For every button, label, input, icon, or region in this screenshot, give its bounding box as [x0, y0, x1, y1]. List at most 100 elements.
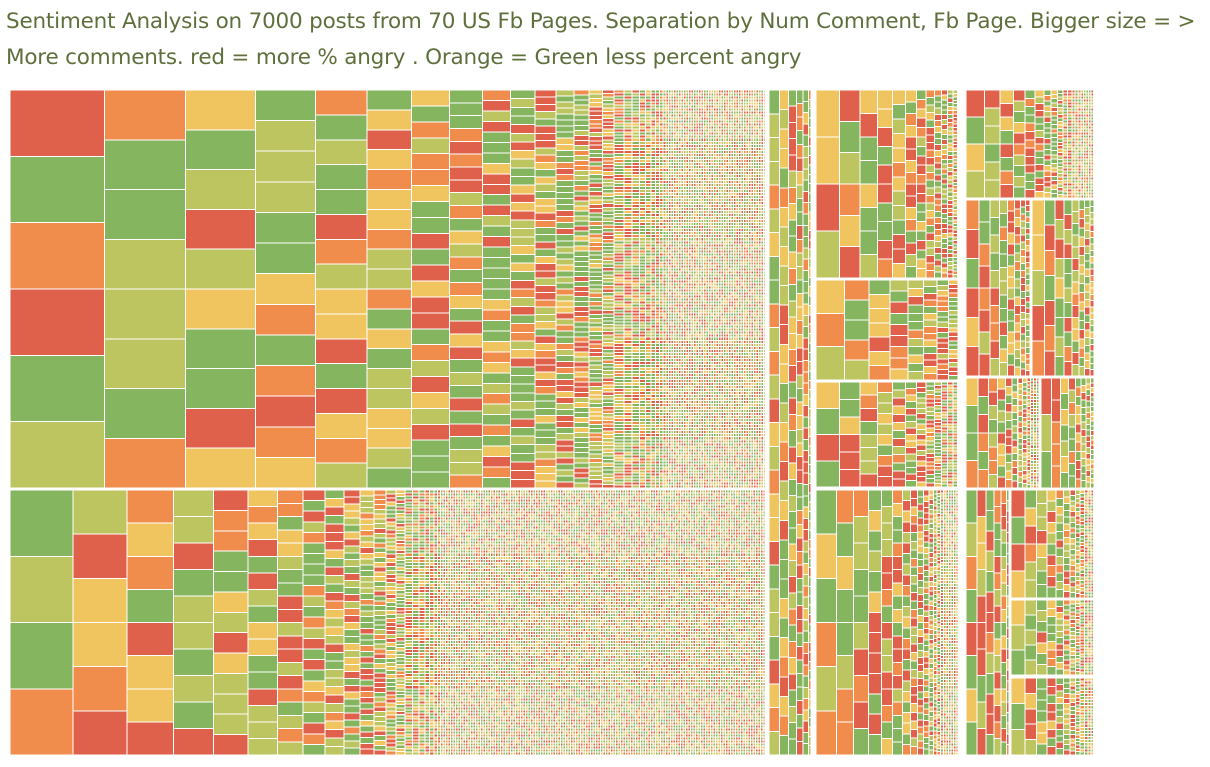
treemap-cell[interactable]	[573, 230, 590, 237]
treemap-cell[interactable]	[449, 102, 483, 117]
treemap-cell[interactable]	[588, 318, 603, 324]
treemap-cell[interactable]	[573, 356, 590, 363]
treemap-cell[interactable]	[449, 320, 483, 335]
treemap-cell[interactable]	[534, 357, 557, 366]
treemap-cell[interactable]	[534, 284, 557, 294]
treemap-cell[interactable]	[103, 189, 187, 240]
treemap-cell[interactable]	[254, 334, 316, 367]
treemap-cell[interactable]	[588, 114, 603, 121]
treemap-cell[interactable]	[534, 386, 557, 395]
treemap-cell[interactable]	[534, 176, 557, 185]
treemap-cell[interactable]	[449, 205, 483, 219]
treemap-cell[interactable]	[510, 288, 536, 299]
treemap-cell[interactable]	[588, 102, 603, 108]
treemap-cell[interactable]	[555, 300, 575, 308]
treemap-cell[interactable]	[555, 391, 575, 399]
treemap-cell[interactable]	[588, 360, 603, 366]
treemap-cell[interactable]	[588, 364, 603, 370]
treemap-cell[interactable]	[10, 354, 105, 423]
treemap-cell[interactable]	[449, 179, 483, 194]
treemap-cell[interactable]	[588, 216, 603, 222]
treemap-cell[interactable]	[481, 372, 512, 384]
treemap-cell[interactable]	[602, 348, 615, 354]
treemap-cell[interactable]	[588, 161, 603, 167]
treemap-cell[interactable]	[481, 477, 512, 489]
treemap-cell[interactable]	[602, 366, 615, 372]
treemap-cell[interactable]	[534, 350, 557, 359]
treemap-cell[interactable]	[314, 90, 368, 116]
treemap-cell[interactable]	[555, 173, 575, 181]
treemap-cell[interactable]	[481, 246, 512, 259]
treemap-cell[interactable]	[481, 298, 512, 311]
treemap-cell[interactable]	[573, 452, 590, 459]
treemap-cell[interactable]	[410, 169, 451, 187]
treemap-cell[interactable]	[10, 222, 105, 290]
treemap-cell[interactable]	[602, 210, 615, 215]
treemap-cell[interactable]	[185, 169, 256, 210]
treemap-cell[interactable]	[588, 153, 603, 159]
treemap-cell[interactable]	[366, 228, 412, 250]
treemap-cell[interactable]	[573, 381, 590, 388]
treemap-cell[interactable]	[449, 128, 483, 142]
treemap-cell[interactable]	[573, 170, 590, 177]
treemap-cell[interactable]	[602, 174, 615, 180]
treemap-cell[interactable]	[602, 377, 615, 382]
treemap-cell[interactable]	[449, 153, 483, 168]
treemap-cell[interactable]	[534, 226, 557, 236]
treemap-cell[interactable]	[449, 448, 483, 463]
treemap-cell[interactable]	[534, 96, 557, 105]
treemap-cell[interactable]	[602, 260, 615, 265]
treemap-cell[interactable]	[602, 341, 615, 347]
treemap-cell[interactable]	[602, 121, 615, 127]
treemap-cell[interactable]	[449, 410, 483, 425]
treemap-cell[interactable]	[254, 181, 316, 213]
treemap-cell[interactable]	[314, 189, 368, 215]
treemap-cell[interactable]	[573, 94, 590, 101]
treemap-cell[interactable]	[602, 388, 615, 393]
treemap-cell[interactable]	[510, 98, 536, 108]
treemap-cell[interactable]	[410, 248, 451, 266]
treemap-cell[interactable]	[254, 456, 316, 489]
treemap-cell[interactable]	[588, 440, 603, 447]
treemap-cell[interactable]	[510, 349, 536, 359]
treemap-cell[interactable]	[510, 470, 536, 480]
treemap-cell[interactable]	[602, 220, 615, 226]
treemap-cell[interactable]	[602, 245, 615, 251]
treemap-cell[interactable]	[555, 439, 575, 447]
treemap-cell[interactable]	[588, 263, 603, 269]
treemap-cell[interactable]	[602, 153, 615, 159]
treemap-cell[interactable]	[410, 391, 451, 409]
treemap-cell[interactable]	[573, 205, 590, 212]
treemap-cell[interactable]	[449, 230, 483, 245]
treemap-cell[interactable]	[602, 252, 615, 258]
treemap-cell[interactable]	[510, 115, 536, 126]
treemap-cell[interactable]	[314, 437, 368, 464]
treemap-cell[interactable]	[555, 167, 575, 175]
treemap-cell[interactable]	[103, 388, 187, 439]
treemap-cell[interactable]	[588, 356, 603, 362]
treemap-cell[interactable]	[510, 158, 536, 169]
treemap-cell[interactable]	[602, 462, 615, 468]
treemap-cell[interactable]	[555, 403, 575, 411]
treemap-cell[interactable]	[573, 285, 590, 293]
treemap-cell[interactable]	[573, 467, 590, 474]
treemap-cell[interactable]	[573, 437, 590, 444]
treemap-cell[interactable]	[588, 148, 603, 155]
treemap-cell[interactable]	[602, 480, 615, 485]
treemap-cell[interactable]	[555, 222, 575, 230]
treemap-cell[interactable]	[449, 140, 483, 155]
treemap-cell[interactable]	[573, 200, 590, 207]
treemap-cell[interactable]	[573, 109, 590, 116]
treemap-cell[interactable]	[573, 422, 590, 429]
treemap-cell[interactable]	[588, 377, 603, 383]
treemap-cell[interactable]	[588, 436, 603, 442]
treemap-cell[interactable]	[602, 178, 615, 183]
treemap-cell[interactable]	[254, 426, 316, 458]
treemap-cell[interactable]	[602, 306, 615, 311]
treemap-cell[interactable]	[573, 160, 590, 167]
treemap-cell[interactable]	[602, 437, 615, 443]
treemap-cell[interactable]	[659, 484, 664, 489]
treemap-cell[interactable]	[555, 409, 575, 417]
treemap-cell[interactable]	[555, 228, 575, 236]
treemap-cell[interactable]	[510, 331, 536, 342]
